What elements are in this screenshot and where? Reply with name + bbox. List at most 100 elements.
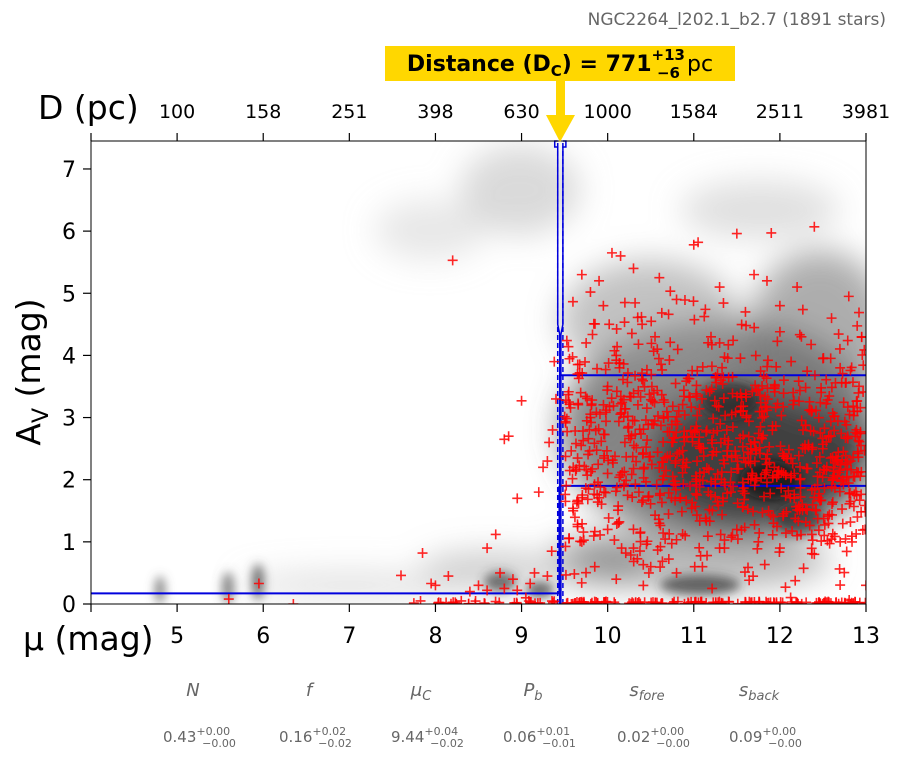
star-marker [644, 389, 655, 400]
star-marker [767, 529, 778, 540]
star-marker [845, 496, 856, 507]
star-marker [639, 381, 650, 392]
star-marker [650, 597, 661, 604]
star-marker [592, 363, 603, 374]
star-marker [737, 477, 748, 488]
star-marker [739, 494, 750, 505]
star-marker [628, 463, 639, 474]
star-marker [691, 474, 702, 485]
star-marker [619, 479, 630, 490]
star-marker [842, 335, 853, 346]
star-marker [573, 373, 584, 384]
star-marker [713, 401, 724, 412]
star-marker [740, 389, 751, 400]
top-tick-label: 100 [159, 101, 195, 123]
star-marker [646, 338, 657, 349]
param-name: N [186, 680, 199, 701]
star-marker [715, 437, 726, 448]
star-marker [585, 412, 596, 423]
star-marker [758, 371, 769, 382]
star-marker [473, 580, 484, 591]
star-marker [603, 513, 614, 524]
star-marker [858, 386, 866, 397]
star-marker [847, 536, 858, 547]
star-marker [824, 597, 835, 604]
param-value: 0.09+0.00 −0.00 [729, 725, 802, 750]
star-marker [811, 458, 822, 469]
star-marker [430, 580, 441, 591]
star-marker [836, 428, 847, 439]
star-marker [657, 474, 668, 485]
star-marker [749, 322, 760, 333]
star-marker [581, 567, 592, 578]
star-marker [668, 479, 679, 490]
star-marker [795, 491, 806, 502]
star-marker [793, 450, 804, 461]
star-marker [749, 269, 760, 280]
star-marker [678, 385, 689, 396]
star-marker [741, 320, 752, 331]
star-marker [821, 465, 832, 476]
star-marker [706, 476, 717, 487]
star-marker [426, 578, 437, 589]
star-marker [792, 282, 803, 293]
star-marker [715, 418, 726, 429]
star-marker [602, 524, 613, 535]
star-marker [835, 459, 846, 470]
star-marker [772, 336, 783, 347]
star-marker [664, 355, 675, 366]
star-marker [769, 381, 780, 392]
star-marker [694, 432, 705, 443]
star-marker [507, 574, 518, 585]
star-marker [859, 344, 866, 355]
star-marker [772, 466, 783, 477]
star-marker [843, 478, 854, 489]
x-tick-label: 10 [594, 624, 622, 649]
star-marker [841, 546, 852, 557]
x-tick-label: 7 [342, 624, 356, 649]
star-marker [717, 509, 728, 520]
star-marker [780, 470, 791, 481]
star-marker [660, 465, 671, 476]
star-marker [800, 382, 811, 393]
star-marker [662, 451, 673, 462]
star-marker [512, 585, 523, 596]
star-marker [643, 491, 654, 502]
star-marker [746, 468, 757, 479]
star-marker [663, 309, 674, 320]
param-name: sfore [629, 680, 664, 704]
star-marker [606, 393, 617, 404]
star-marker [723, 339, 734, 350]
star-marker [836, 377, 847, 388]
star-marker [720, 480, 731, 491]
star-marker [633, 385, 644, 396]
star-marker [707, 583, 718, 594]
star-marker [617, 467, 628, 478]
star-marker [819, 483, 830, 494]
star-marker [666, 419, 677, 430]
star-marker [685, 392, 696, 403]
star-marker [834, 563, 845, 574]
star-marker [819, 423, 830, 434]
star-marker [763, 505, 774, 516]
star-marker [697, 475, 708, 486]
star-marker [568, 462, 579, 473]
star-marker [842, 433, 853, 444]
star-marker [564, 533, 575, 544]
star-marker [821, 374, 832, 385]
star-marker [785, 592, 796, 603]
star-marker [658, 527, 669, 538]
star-marker [637, 319, 648, 330]
star-marker [655, 541, 666, 552]
star-marker [687, 365, 698, 376]
star-marker [749, 437, 760, 448]
star-marker [765, 488, 776, 499]
star-marker [701, 426, 712, 437]
star-marker [606, 247, 617, 258]
star-marker [814, 598, 825, 604]
distance-arrow-shaft [556, 81, 565, 116]
star-marker [762, 361, 773, 372]
star-marker [806, 444, 817, 455]
star-marker [730, 407, 741, 418]
star-marker [753, 428, 764, 439]
